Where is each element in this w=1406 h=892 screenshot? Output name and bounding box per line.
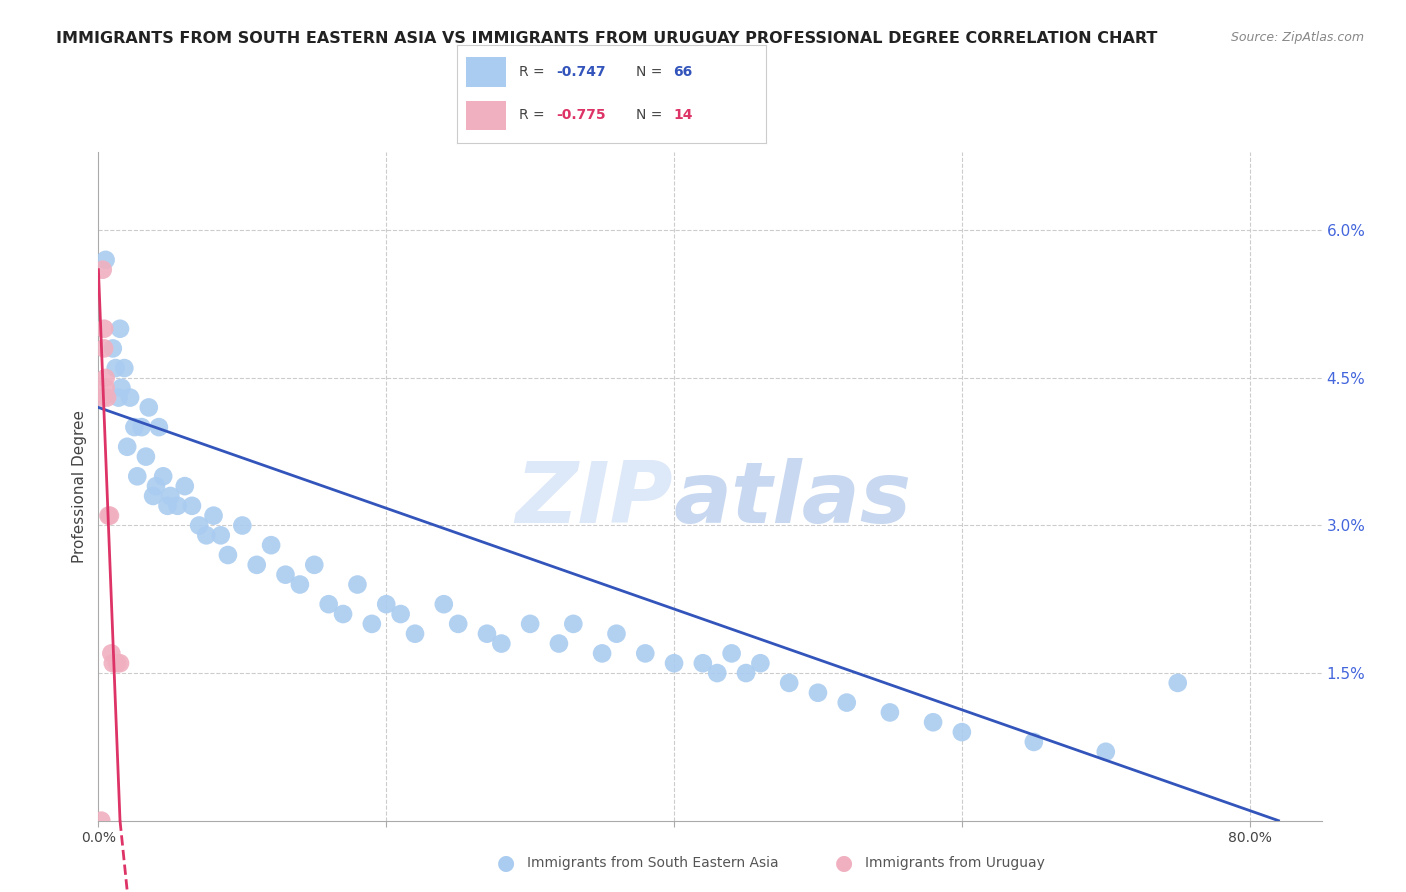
Text: R =: R = <box>519 108 548 122</box>
Point <box>879 706 901 720</box>
Text: Immigrants from South Eastern Asia: Immigrants from South Eastern Asia <box>527 856 779 871</box>
Point <box>562 616 585 631</box>
Point <box>96 391 118 405</box>
Point <box>195 528 218 542</box>
Point <box>749 657 772 671</box>
Point <box>108 657 131 671</box>
Text: atlas: atlas <box>673 458 911 541</box>
Point <box>662 657 685 671</box>
Point <box>389 607 412 621</box>
Point <box>124 420 146 434</box>
Point <box>202 508 225 523</box>
Point <box>807 686 830 700</box>
Point <box>152 469 174 483</box>
Point <box>142 489 165 503</box>
Point <box>491 636 513 650</box>
Text: N =: N = <box>637 65 666 79</box>
Point <box>101 657 124 671</box>
Point <box>209 528 232 542</box>
Point <box>332 607 354 621</box>
Point <box>1094 745 1116 759</box>
Point <box>98 508 121 523</box>
Point <box>101 342 124 356</box>
Text: ●: ● <box>498 854 515 873</box>
Point <box>591 646 613 660</box>
Point <box>93 322 115 336</box>
Text: ●: ● <box>835 854 852 873</box>
Point <box>94 381 117 395</box>
Point <box>231 518 253 533</box>
Point <box>735 666 758 681</box>
Point <box>108 322 131 336</box>
Point <box>91 262 114 277</box>
Point <box>475 626 498 640</box>
Point <box>548 636 571 650</box>
Point <box>433 597 456 611</box>
Point <box>950 725 973 739</box>
Point <box>120 391 142 405</box>
Y-axis label: Professional Degree: Professional Degree <box>72 409 87 563</box>
Point <box>93 342 115 356</box>
Point <box>107 391 129 405</box>
Point <box>1022 735 1045 749</box>
Point <box>181 499 204 513</box>
Point <box>145 479 167 493</box>
Point <box>112 361 135 376</box>
Text: -0.775: -0.775 <box>555 108 606 122</box>
Point <box>159 489 181 503</box>
Bar <box>467 57 506 87</box>
Point <box>104 361 127 376</box>
Point <box>173 479 195 493</box>
Point <box>90 814 112 828</box>
Point <box>156 499 179 513</box>
Point <box>97 508 120 523</box>
Point <box>519 616 541 631</box>
Point <box>835 696 858 710</box>
Point <box>94 252 117 267</box>
Point <box>605 626 627 640</box>
Text: R =: R = <box>519 65 548 79</box>
Point <box>634 646 657 660</box>
Point <box>110 381 132 395</box>
Point <box>346 577 368 591</box>
Point <box>360 616 382 631</box>
Point <box>375 597 398 611</box>
Point <box>127 469 149 483</box>
Point <box>318 597 340 611</box>
Point <box>138 401 160 415</box>
Point <box>778 676 800 690</box>
Bar <box>467 101 506 130</box>
Point <box>692 657 714 671</box>
Text: 14: 14 <box>673 108 693 122</box>
Point <box>720 646 742 660</box>
Text: IMMIGRANTS FROM SOUTH EASTERN ASIA VS IMMIGRANTS FROM URUGUAY PROFESSIONAL DEGRE: IMMIGRANTS FROM SOUTH EASTERN ASIA VS IM… <box>56 31 1157 46</box>
Point <box>922 715 945 730</box>
Point <box>115 440 138 454</box>
Text: Immigrants from Uruguay: Immigrants from Uruguay <box>865 856 1045 871</box>
Point <box>706 666 728 681</box>
Point <box>135 450 157 464</box>
Point <box>274 567 297 582</box>
Text: Source: ZipAtlas.com: Source: ZipAtlas.com <box>1230 31 1364 45</box>
Point <box>100 646 122 660</box>
Point <box>288 577 311 591</box>
Point <box>188 518 211 533</box>
Point <box>304 558 326 572</box>
Point <box>166 499 188 513</box>
Point <box>217 548 239 562</box>
Point <box>246 558 269 572</box>
Point <box>91 391 114 405</box>
Point <box>1167 676 1189 690</box>
Point <box>131 420 153 434</box>
Point <box>105 657 128 671</box>
Point <box>447 616 470 631</box>
Text: 66: 66 <box>673 65 693 79</box>
Point <box>94 371 117 385</box>
Text: ZIP: ZIP <box>516 458 673 541</box>
Point <box>260 538 283 552</box>
Text: N =: N = <box>637 108 666 122</box>
Point <box>404 626 426 640</box>
Point <box>148 420 170 434</box>
Text: -0.747: -0.747 <box>555 65 606 79</box>
